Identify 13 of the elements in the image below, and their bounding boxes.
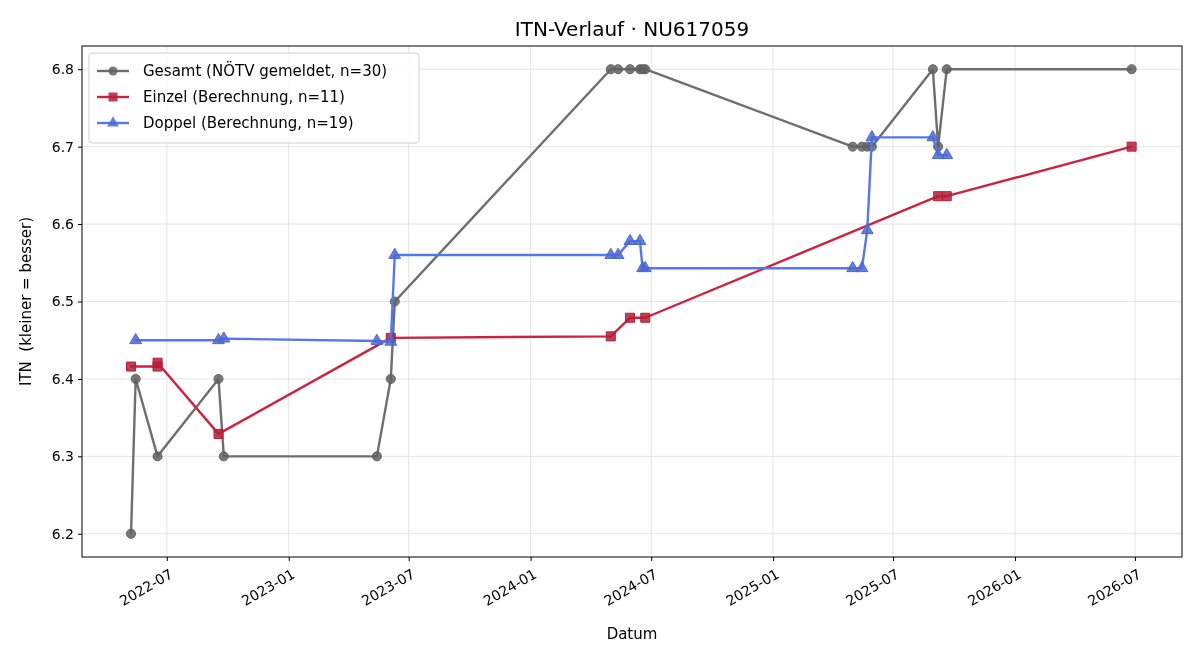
y-tick-label: 6.8 [51,61,74,78]
y-tick-label: 6.2 [51,525,74,542]
y-tick-label: 6.6 [51,216,75,233]
y-tick-label: 6.3 [51,448,74,465]
legend-label: Einzel (Berechnung, n=11) [143,88,345,107]
legend-label: Gesamt (NÖTV gemeldet, n=30) [143,61,388,81]
chart-title: ITN-Verlauf · NU617059 [514,17,750,41]
y-tick-label: 6.4 [51,370,75,387]
x-axis-title: Datum [606,625,658,643]
y-axis-title: ITN (kleiner = besser) [17,216,35,387]
legend-label: Doppel (Berechnung, n=19) [143,114,354,133]
y-tick-label: 6.7 [51,138,74,155]
y-tick-label: 6.5 [51,293,74,310]
